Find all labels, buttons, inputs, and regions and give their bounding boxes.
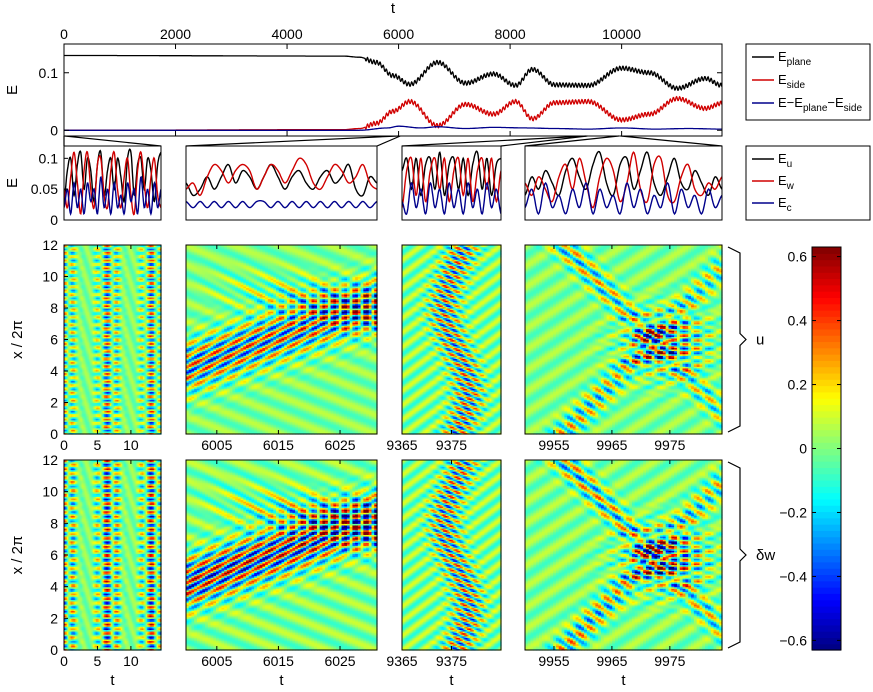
overview-ytick-label: 0.1 [39, 65, 59, 81]
overview-xtick-label: 10000 [602, 26, 641, 42]
energy-window-plot-area [402, 151, 501, 214]
overview-xtick-label: 8000 [495, 26, 526, 42]
overview-ytick-label: 0 [50, 122, 58, 138]
overview-xlabel: t [391, 0, 396, 17]
energy-window-series-u [186, 164, 377, 196]
overview-xtick-label: 2000 [160, 26, 191, 42]
overview-series-rest [64, 126, 722, 130]
energy-window-ytick-label: 0.1 [39, 150, 59, 166]
energy-window-plot-area [64, 149, 161, 214]
energy-window-ylabel: E [4, 178, 21, 188]
overview-xtick-label: 0 [60, 26, 68, 42]
heatmap-u-1 [64, 245, 162, 435]
zoom-connector-left [186, 136, 399, 146]
energy-window-series-c [186, 201, 377, 208]
overview-plot-area [64, 56, 722, 131]
energy-window-ytick-label: 0.05 [31, 181, 58, 197]
energy-window-plot-area [525, 152, 722, 214]
energy-window-ytick-label: 0 [50, 212, 58, 228]
overview-series-plane [64, 56, 722, 91]
zoom-connector-right [621, 136, 722, 146]
overview-ylabel: E [4, 85, 21, 95]
energy-window-series-u [525, 152, 722, 196]
energy-window-plot-area [186, 158, 377, 208]
overview-series-side [64, 97, 722, 131]
overview-axes-frame [64, 44, 722, 136]
zoom-connector-right [377, 136, 400, 146]
overview-xtick-label: 6000 [383, 26, 414, 42]
zoom-connector-right [65, 136, 161, 146]
overview-xtick-label: 4000 [271, 26, 302, 42]
zoom-connector-left [402, 136, 586, 146]
